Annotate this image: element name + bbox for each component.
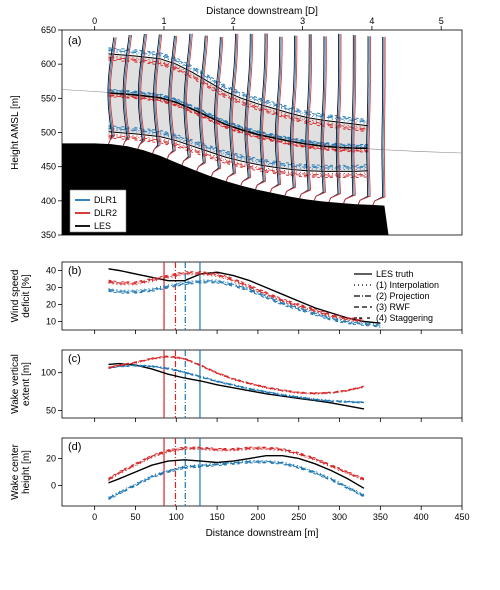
xtick: 50: [130, 512, 140, 522]
panel-a-label: (a): [68, 35, 81, 47]
legend-item: LES truth: [376, 269, 414, 279]
ytick: 550: [41, 93, 56, 103]
xtick-top: 3: [300, 16, 305, 26]
ylabel: Wind speed: [10, 270, 21, 323]
series-DLR1: [109, 281, 381, 325]
ytick: 600: [41, 59, 56, 69]
ylabel-a: Height AMSL [m]: [10, 95, 21, 170]
ylabel: deficit [%]: [21, 274, 32, 318]
series-DLR1: [109, 365, 365, 402]
xtick-top: 0: [92, 16, 97, 26]
series-les: [109, 269, 381, 323]
ytick: 100: [41, 368, 56, 378]
series-DLR1: [109, 366, 365, 403]
xtick: 400: [414, 512, 429, 522]
xtick-top: 5: [439, 16, 444, 26]
ylabel: Wake center: [10, 443, 21, 499]
series-DLR1: [109, 365, 365, 402]
series-les: [109, 456, 365, 489]
panel-label: (c): [68, 353, 81, 365]
series-DLR1: [109, 366, 365, 403]
series-DLR1: [109, 460, 365, 497]
ytick: 30: [46, 283, 56, 293]
legend-item: (3) RWF: [376, 302, 410, 312]
ytick: 10: [46, 317, 56, 327]
xtick: 150: [210, 512, 225, 522]
profile-LES: [373, 37, 383, 205]
series-DLR1: [109, 282, 381, 326]
xtick: 0: [92, 512, 97, 522]
ytick: 350: [41, 230, 56, 240]
xlabel-top: Distance downstream [D]: [206, 6, 318, 17]
ytick: 20: [46, 300, 56, 310]
panel-plot: [109, 350, 365, 418]
xlabel-bottom: Distance downstream [m]: [206, 528, 319, 539]
ytick: 50: [46, 405, 56, 415]
xtick: 250: [291, 512, 306, 522]
ylabel: Wake vertical: [10, 354, 21, 414]
panel-label: (b): [68, 265, 81, 277]
ytick: 650: [41, 25, 56, 35]
panel-frame: [62, 350, 462, 418]
ytick: 0: [51, 481, 56, 491]
xtick: 100: [169, 512, 184, 522]
xtick-top: 4: [369, 16, 374, 26]
legend-item: (1) Interpolation: [376, 280, 439, 290]
ytick: 20: [46, 453, 56, 463]
ylabel: height [m]: [21, 450, 32, 494]
series-DLR2: [109, 356, 365, 393]
ytick: 450: [41, 162, 56, 172]
series-DLR2: [109, 449, 365, 480]
panel-plot: [109, 438, 365, 506]
multi-panel-chart: 350400450500550600650012345Distance down…: [0, 0, 500, 590]
legend-item: (4) Staggering: [376, 313, 433, 323]
xtick: 200: [250, 512, 265, 522]
series-DLR2: [109, 450, 365, 481]
ylabel: extent [m]: [21, 362, 32, 406]
ytick: 400: [41, 196, 56, 206]
series-DLR2: [109, 272, 365, 320]
panel-plot: [109, 262, 381, 330]
legend-item: DLR2: [94, 208, 117, 218]
ytick: 500: [41, 128, 56, 138]
xtick-top: 2: [231, 16, 236, 26]
legend-item: DLR1: [94, 195, 117, 205]
legend-item: LES: [94, 221, 111, 231]
panel-label: (d): [68, 441, 81, 453]
xtick: 450: [454, 512, 469, 522]
xtick: 300: [332, 512, 347, 522]
legend-item: (2) Projection: [376, 291, 430, 301]
series-DLR2: [109, 448, 365, 479]
ytick: 40: [46, 266, 56, 276]
xtick-top: 1: [161, 16, 166, 26]
xtick: 350: [373, 512, 388, 522]
